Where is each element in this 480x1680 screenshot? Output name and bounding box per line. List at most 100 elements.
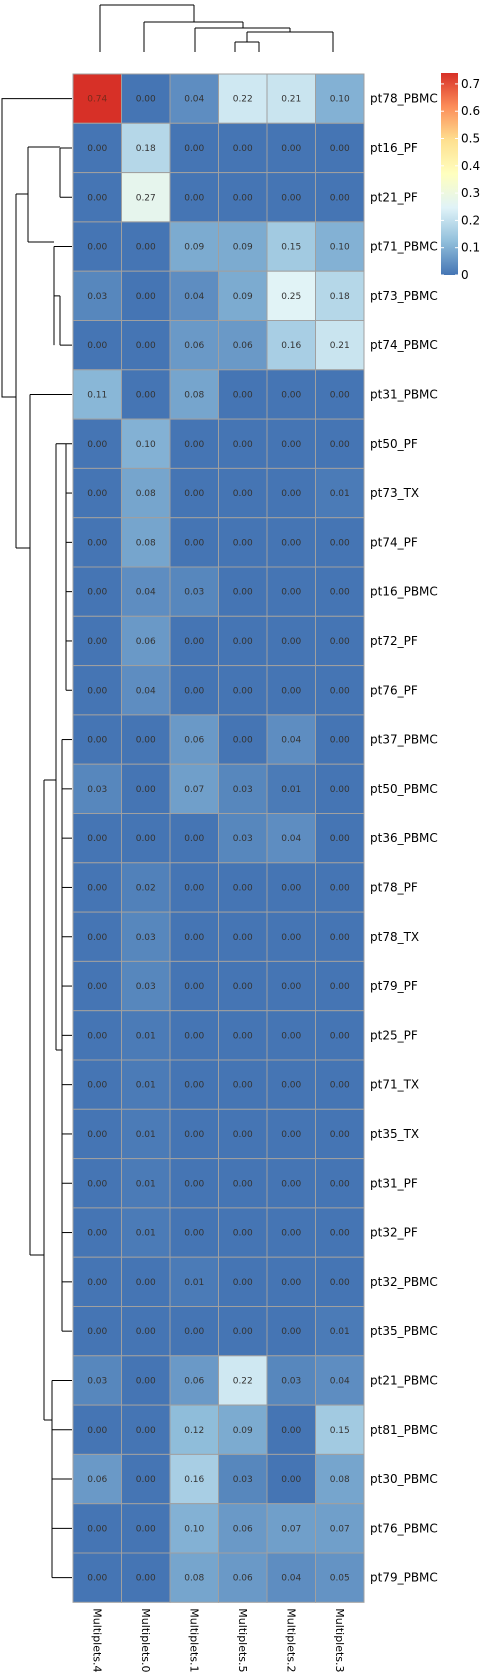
cell-value-label: 0.00 — [136, 1327, 156, 1337]
heatmap-cell — [266, 1256, 316, 1307]
cell-value-label: 0.00 — [87, 1081, 107, 1091]
cell-value-label: 0.00 — [233, 933, 253, 943]
row-dendrogram-branch — [56, 443, 67, 691]
heatmap-cell — [169, 1453, 219, 1505]
heatmap-cell — [218, 122, 268, 174]
cell-value-label: 0.00 — [330, 193, 350, 203]
heatmap-cell — [218, 1256, 268, 1307]
row-dendrogram-branch — [56, 739, 63, 1332]
cell-value-label: 0.74 — [87, 95, 107, 105]
heatmap-cell — [315, 418, 365, 469]
heatmap-cell — [315, 1453, 365, 1505]
heatmap-cell — [266, 1355, 316, 1406]
cell-value-label: 0.00 — [136, 1426, 156, 1436]
heatmap-cell — [169, 172, 219, 223]
heatmap-cell — [266, 862, 316, 913]
heatmap-cell — [266, 1108, 316, 1160]
heatmap-cell — [121, 1207, 171, 1258]
heatmap-cell — [315, 960, 365, 1012]
column-dendrogram-branch — [234, 41, 260, 52]
row-dendrogram-branch — [27, 146, 60, 243]
heatmap-cell — [72, 73, 122, 124]
cell-value-label: 0.01 — [136, 1229, 156, 1239]
cell-value-label: 0.01 — [136, 1031, 156, 1041]
heatmap-cell — [315, 1404, 365, 1455]
row-label: pt25_PF — [370, 1028, 418, 1042]
row-dendrogram-branch — [1, 98, 72, 398]
cell-value-label: 0.00 — [330, 440, 350, 450]
row-label: pt31_PF — [370, 1176, 418, 1190]
heatmap-cell — [315, 1355, 365, 1406]
heatmap-cell — [266, 665, 316, 716]
row-label: pt76_PF — [370, 683, 418, 697]
cell-value-label: 0.00 — [281, 1475, 301, 1485]
cell-value-label: 0.01 — [136, 1179, 156, 1189]
heatmap-cell — [218, 763, 268, 815]
heatmap-cell — [218, 221, 268, 272]
heatmap-cell — [315, 1207, 365, 1258]
heatmap-cell — [121, 862, 171, 913]
heatmap-cell — [315, 714, 365, 765]
row-label: pt74_PBMC — [370, 338, 438, 352]
cell-value-label: 0.00 — [330, 883, 350, 893]
cell-value-label: 0.03 — [233, 785, 253, 795]
cell-value-label: 0.01 — [136, 1081, 156, 1091]
cell-value-label: 0.00 — [87, 1229, 107, 1239]
heatmap-cell — [169, 1552, 219, 1603]
heatmap-cell — [315, 615, 365, 667]
cell-value-label: 0.00 — [184, 538, 204, 548]
cell-value-label: 0.00 — [281, 489, 301, 499]
cell-value-label: 0.00 — [233, 489, 253, 499]
cell-value-label: 0.01 — [330, 489, 350, 499]
heatmap-cell — [266, 615, 316, 667]
heatmap-cell — [72, 172, 122, 223]
heatmap-cell — [72, 1207, 122, 1258]
row-label: pt31_PBMC — [370, 387, 438, 401]
cell-value-label: 0.04 — [330, 1376, 350, 1386]
cell-value-label: 0.01 — [136, 1130, 156, 1140]
heatmap-cell — [72, 1552, 122, 1603]
row-label: pt78_PF — [370, 880, 418, 894]
heatmap-cell — [218, 1059, 268, 1110]
heatmap-cell — [72, 1059, 122, 1110]
cell-value-label: 0.00 — [87, 1278, 107, 1288]
cell-value-label: 0.08 — [330, 1475, 350, 1485]
cell-value-label: 0.00 — [184, 1031, 204, 1041]
heatmap-cell — [315, 270, 365, 322]
cell-value-label: 0.00 — [87, 1524, 107, 1534]
cell-value-label: 0.00 — [330, 538, 350, 548]
row-label: pt73_TX — [370, 486, 419, 500]
cell-value-label: 0.00 — [87, 883, 107, 893]
cell-value-label: 0.00 — [184, 637, 204, 647]
cell-value-label: 0.00 — [87, 489, 107, 499]
cell-value-label: 0.09 — [233, 243, 253, 253]
cell-value-label: 0.00 — [233, 637, 253, 647]
cell-value-label: 0.00 — [87, 1179, 107, 1189]
cell-value-label: 0.00 — [87, 440, 107, 450]
cell-value-label: 0.06 — [136, 637, 156, 647]
cell-value-label: 0.00 — [281, 1031, 301, 1041]
row-label: pt74_PF — [370, 535, 418, 549]
heatmap-cell — [121, 320, 171, 371]
heatmap-cell — [72, 566, 122, 617]
row-label: pt30_PBMC — [370, 1472, 438, 1486]
cell-value-label: 0.00 — [136, 292, 156, 302]
row-label: pt37_PBMC — [370, 733, 438, 747]
cell-value-label: 0.00 — [281, 1327, 301, 1337]
cell-value-label: 0.00 — [330, 1229, 350, 1239]
cell-value-label: 0.00 — [136, 390, 156, 400]
heatmap-cell — [169, 73, 219, 124]
cell-value-label: 0.00 — [233, 1179, 253, 1189]
heatmap-cell — [315, 763, 365, 815]
heatmap-cell — [121, 1010, 171, 1061]
row-label: pt21_PF — [370, 190, 418, 204]
heatmap-cell — [266, 813, 316, 864]
row-label: pt50_PBMC — [370, 782, 438, 796]
cell-value-label: 0.00 — [281, 1179, 301, 1189]
cell-value-label: 0.00 — [233, 588, 253, 598]
cell-value-label: 0.00 — [330, 390, 350, 400]
row-label: pt35_PBMC — [370, 1324, 438, 1338]
heatmap-cell — [169, 566, 219, 617]
cell-value-label: 0.04 — [184, 95, 204, 105]
cell-value-label: 0.00 — [281, 1130, 301, 1140]
